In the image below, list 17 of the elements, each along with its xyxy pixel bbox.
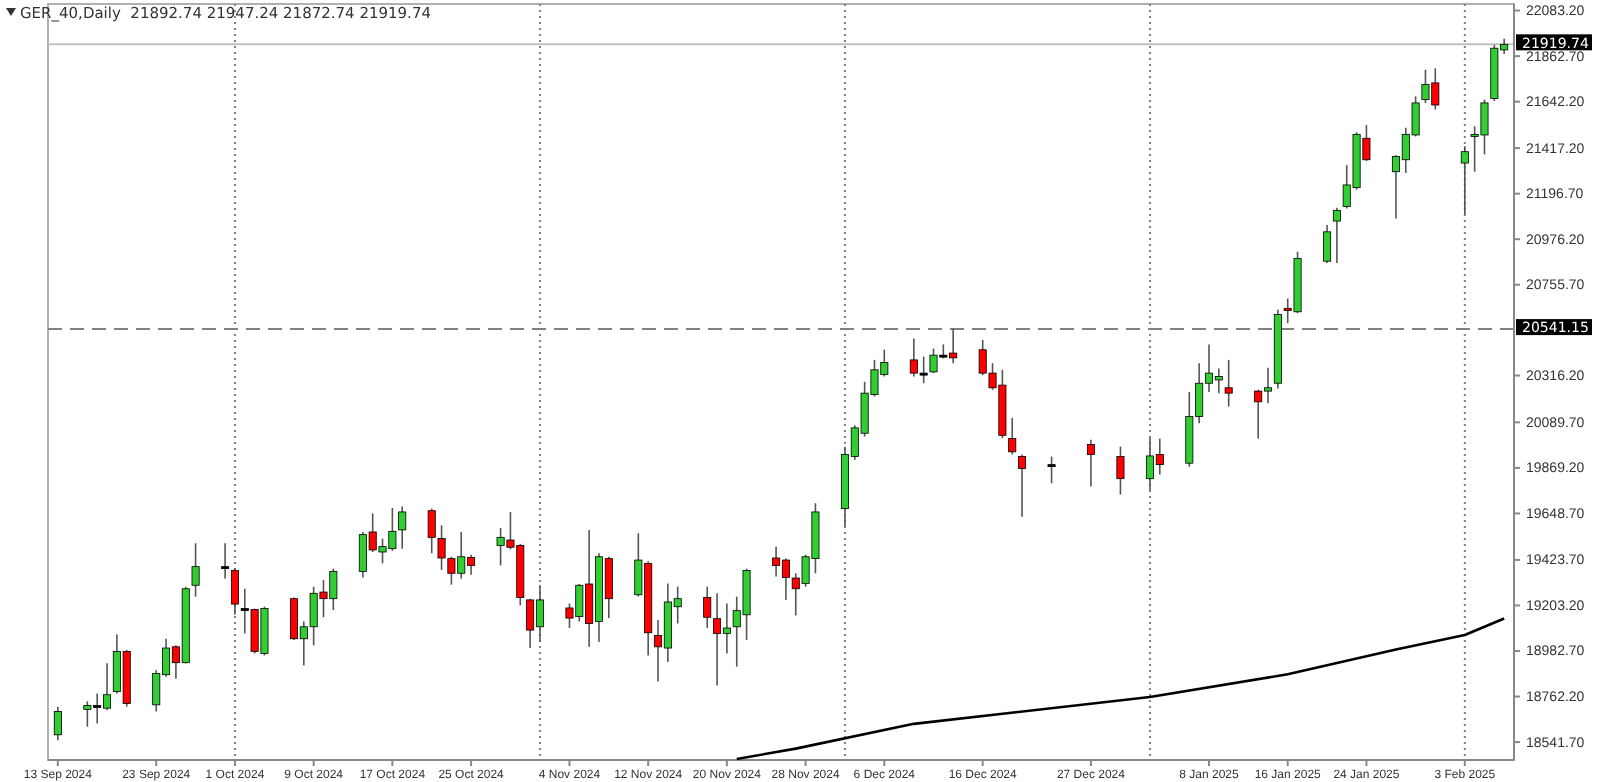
candlestick — [1116, 445, 1125, 496]
candlestick — [1323, 224, 1332, 264]
candlestick — [427, 507, 436, 555]
candlestick — [398, 505, 407, 550]
candlestick — [703, 585, 712, 629]
candlestick — [1086, 439, 1095, 488]
candlestick — [1460, 145, 1469, 216]
candlestick — [53, 705, 62, 741]
candlestick — [1224, 359, 1233, 408]
candlestick — [1332, 206, 1341, 264]
candlestick — [191, 542, 200, 598]
line-series — [735, 617, 1506, 761]
candlestick — [221, 542, 230, 580]
candlestick — [1008, 417, 1017, 456]
candlestick — [1018, 453, 1027, 518]
candlestick — [230, 567, 239, 616]
candlestick — [1047, 455, 1056, 485]
